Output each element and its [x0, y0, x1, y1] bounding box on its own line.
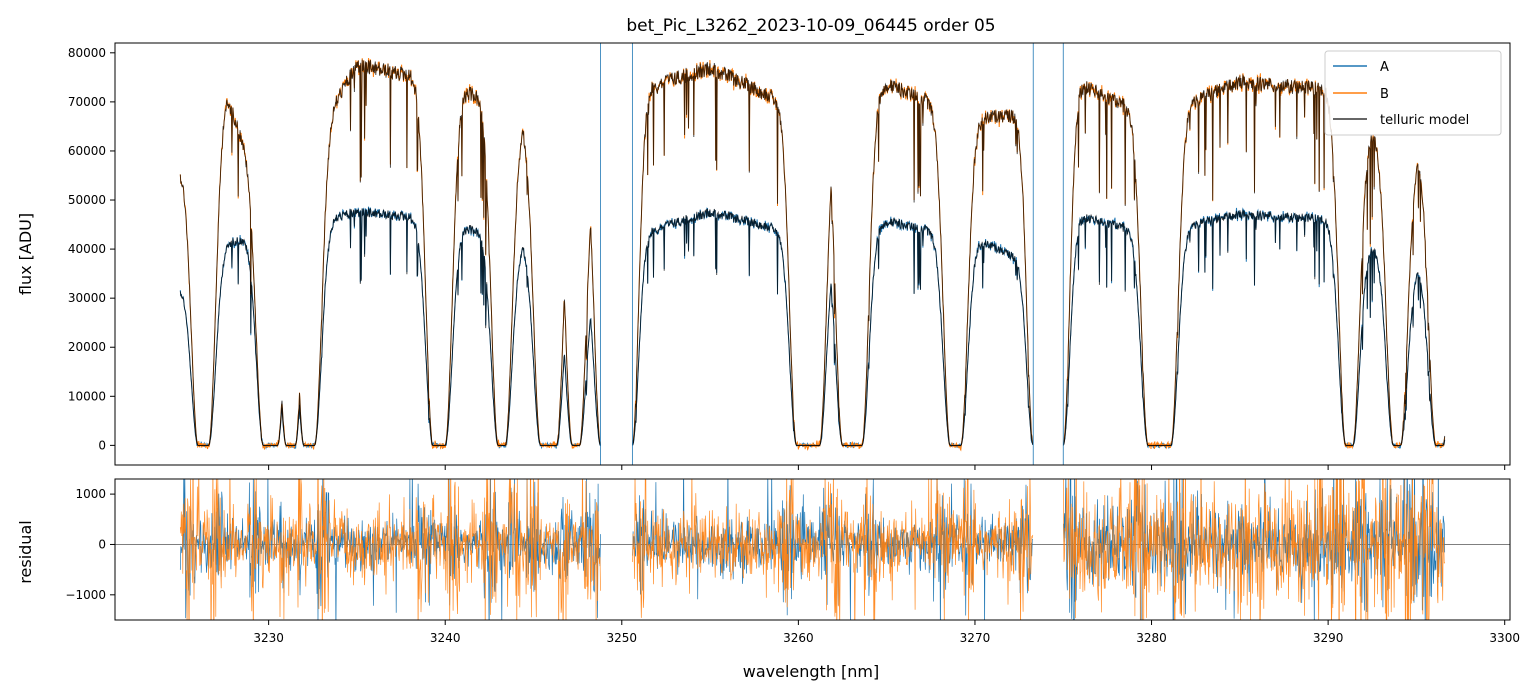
chart-title: bet_Pic_L3262_2023-10-09_06445 order 05: [626, 16, 995, 36]
flux-y-tick-label: 0: [98, 438, 106, 452]
flux-y-tick-label: 30000: [68, 291, 106, 305]
residual-x-tick-label: 3300: [1489, 631, 1520, 645]
flux-y-tick-label: 10000: [68, 389, 106, 403]
x-axis-label: wavelength [nm]: [743, 662, 880, 681]
legend-label-telluric: telluric model: [1380, 113, 1469, 128]
series-B-residual-line: [179, 479, 1446, 620]
flux-y-tick-label: 20000: [68, 340, 106, 354]
residual-x-tick-label: 3290: [1313, 631, 1344, 645]
flux-y-axis-label: flux [ADU]: [16, 213, 35, 295]
residual-y-tick-label: −1000: [65, 588, 106, 602]
residual-y-ticks: −1000 0 1000: [65, 487, 115, 602]
flux-y-tick-label: 40000: [68, 242, 106, 256]
legend-label-B: B: [1380, 87, 1389, 102]
flux-panel: 0 10000 20000 30000 40000 50000 60000 70000 8000…: [16, 42, 1511, 470]
residual-series-group: [115, 479, 1510, 620]
residual-x-tick-label: 3230: [253, 631, 284, 645]
telluric-model-line-B: [179, 59, 1446, 446]
residual-x-tick-label: 3280: [1136, 631, 1167, 645]
flux-y-tick-label: 70000: [68, 95, 106, 109]
residual-y-axis-label: residual: [16, 520, 35, 583]
residual-x-tick-label: 3260: [783, 631, 814, 645]
residual-x-tick-label: 3250: [607, 631, 638, 645]
flux-y-ticks: 0 10000 20000 30000 40000 50000 60000 70000 8000…: [68, 46, 115, 452]
flux-y-tick-label: 60000: [68, 144, 106, 158]
residual-x-ticks: 3230 3240 3250 3260 3270 3280 3290 3300: [253, 620, 1520, 645]
flux-x-ticks: [268, 465, 1506, 470]
legend: A B telluric model: [1324, 50, 1502, 136]
flux-panel-frame: [115, 43, 1510, 465]
residual-y-tick-label: 1000: [75, 487, 106, 501]
residual-panel-border: [114, 478, 1511, 621]
legend-box: [1324, 50, 1502, 136]
legend-label-A: A: [1380, 60, 1389, 75]
residual-x-tick-label: 3270: [960, 631, 991, 645]
flux-series-group: [179, 43, 1446, 465]
flux-panel-border: [114, 42, 1511, 466]
flux-y-tick-label: 50000: [68, 193, 106, 207]
residual-y-tick-label: 0: [98, 537, 106, 551]
residual-x-tick-label: 3240: [430, 631, 461, 645]
flux-y-tick-label: 80000: [68, 46, 106, 60]
